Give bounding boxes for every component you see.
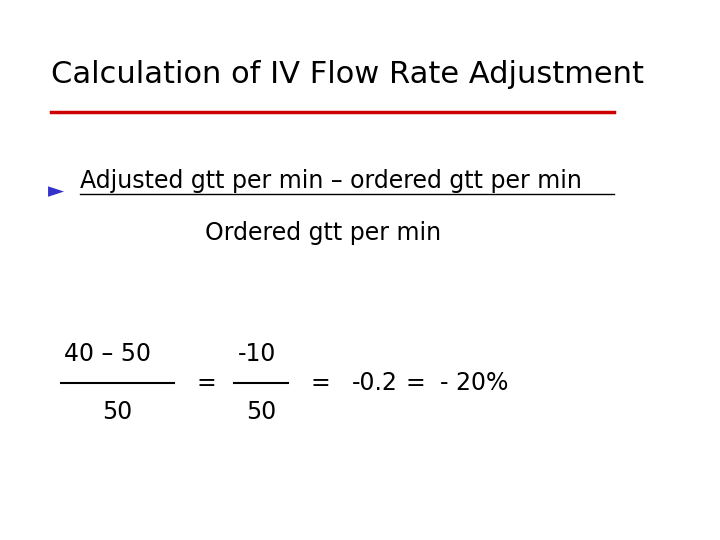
Text: =: = — [310, 371, 330, 395]
Text: 40 – 50: 40 – 50 — [64, 342, 150, 366]
Text: Adjusted gtt per min – ordered gtt per min: Adjusted gtt per min – ordered gtt per m… — [80, 168, 582, 193]
Text: ►: ► — [48, 181, 64, 201]
Text: =: = — [405, 371, 425, 395]
Text: -0.2: -0.2 — [351, 371, 397, 395]
Text: 50: 50 — [246, 400, 276, 424]
Text: - 20%: - 20% — [440, 371, 508, 395]
Text: Calculation of IV Flow Rate Adjustment: Calculation of IV Flow Rate Adjustment — [51, 59, 644, 89]
Text: Ordered gtt per min: Ordered gtt per min — [205, 221, 441, 245]
Text: -10: -10 — [238, 342, 276, 366]
Text: =: = — [197, 371, 216, 395]
Text: 50: 50 — [102, 400, 132, 424]
